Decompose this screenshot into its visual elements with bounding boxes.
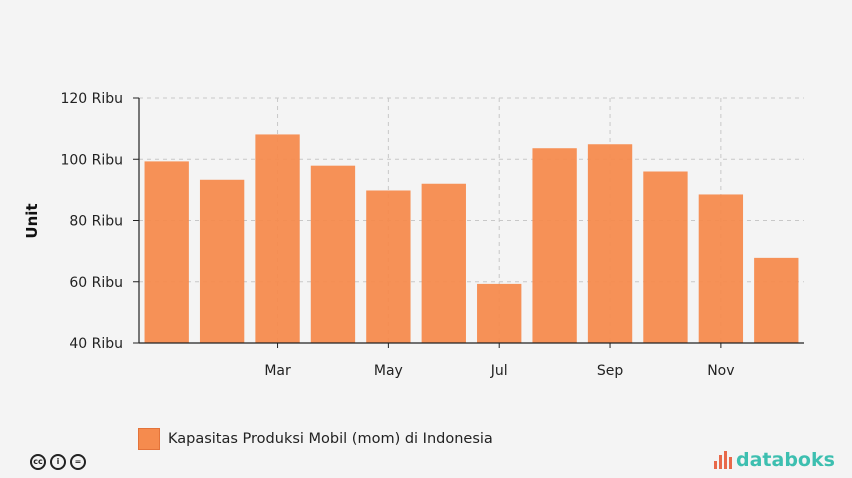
legend-label: Kapasitas Produksi Mobil (mom) di Indone… <box>168 431 493 447</box>
bar-mar[interactable] <box>255 134 300 343</box>
x-tick-label: Sep <box>597 363 624 379</box>
bar-sep[interactable] <box>587 144 633 343</box>
cc-icon: cc <box>30 454 46 470</box>
bar-feb[interactable] <box>199 179 245 343</box>
x-tick-label: May <box>374 363 403 379</box>
bar-dec[interactable] <box>754 257 799 343</box>
bar-chart: 40 Ribu 60 Ribu 80 Ribu 100 Ribu 120 Ribu Ma… <box>23 91 804 379</box>
bar-jul[interactable] <box>477 283 522 343</box>
brand-name: databoks <box>736 449 835 471</box>
y-tick-label: 100 Ribu <box>60 152 123 168</box>
legend[interactable]: Kapasitas Produksi Mobil (mom) di Indone… <box>138 428 493 450</box>
y-tick-label: 60 Ribu <box>69 275 123 291</box>
bars <box>144 134 799 344</box>
bar-apr[interactable] <box>310 165 356 343</box>
y-tick-label: 80 Ribu <box>69 214 123 230</box>
bar-may[interactable] <box>366 190 411 343</box>
brand-mark-icon <box>714 451 732 469</box>
bar-jan[interactable] <box>144 161 189 343</box>
legend-swatch <box>138 428 160 450</box>
y-axis-label: Unit <box>23 203 41 238</box>
x-tick-label: Jul <box>490 363 508 379</box>
y-tick-labels: 40 Ribu 60 Ribu 80 Ribu 100 Ribu 120 Ribu <box>60 91 123 352</box>
y-tick-label: 40 Ribu <box>69 336 123 352</box>
y-tick-label: 120 Ribu <box>60 91 123 107</box>
bar-oct[interactable] <box>643 171 688 344</box>
bar-aug[interactable] <box>532 148 577 343</box>
bar-nov[interactable] <box>698 194 744 343</box>
nd-icon: = <box>70 454 86 470</box>
axes <box>133 97 804 348</box>
license-icons: cc i = <box>30 454 86 470</box>
bar-jun[interactable] <box>421 183 466 343</box>
brand-logo[interactable]: databoks <box>714 449 835 471</box>
x-tick-label: Mar <box>264 363 291 379</box>
x-tick-labels: Mar May Jul Sep Nov <box>264 363 734 379</box>
x-tick-label: Nov <box>707 363 734 379</box>
by-icon: i <box>50 454 66 470</box>
